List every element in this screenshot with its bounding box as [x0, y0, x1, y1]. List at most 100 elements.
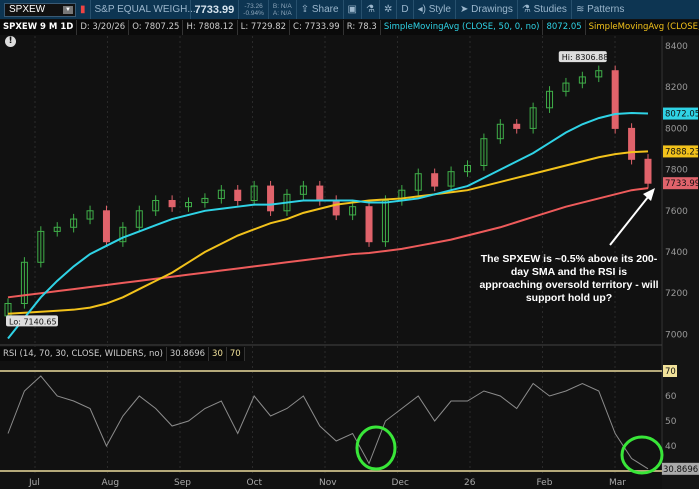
share-button[interactable]: ⇪ Share	[295, 0, 343, 19]
lo-label-bg	[6, 315, 58, 327]
candle-body	[447, 171, 455, 187]
candle-body	[578, 76, 586, 84]
x-tick-label: Dec	[392, 478, 409, 488]
candle-body	[135, 210, 143, 228]
flask-icon: ⚗	[521, 4, 534, 15]
y-tick-label: 7200	[665, 289, 688, 299]
rsi-value: 30.8696	[167, 347, 210, 361]
annotation-text: The SPXEW is ~0.5% above its 200-day SMA…	[479, 253, 659, 304]
rsi-value-tag: 30.8696	[663, 465, 698, 475]
sma100-tag-bg	[663, 145, 698, 158]
rsi-line	[7, 375, 649, 470]
style-button[interactable]: ◂) Style	[412, 0, 455, 19]
ask: A: N/A	[272, 9, 292, 17]
x-tick-label: Aug	[102, 478, 120, 488]
rsi-upper: 70	[227, 347, 245, 361]
x-tick-label: Jul	[28, 478, 40, 488]
candle-body	[217, 189, 225, 199]
rsi-header: RSI (14, 70, 30, CLOSE, WILDERS, no) 30.…	[0, 347, 245, 361]
x-tick-label: Mar	[609, 478, 626, 488]
dropdown-icon[interactable]: ▼	[63, 5, 73, 14]
x-tick-label: Oct	[247, 478, 263, 488]
gear-icon-button[interactable]: ✲	[378, 0, 396, 19]
chart-title: SPXEW 9 M 1D	[0, 20, 78, 35]
candle-body	[628, 127, 636, 160]
rsi-label: RSI (14, 70, 30, CLOSE, WILDERS, no)	[0, 347, 167, 361]
highlight-circle	[355, 425, 397, 471]
y-tick-label: 7600	[665, 207, 688, 217]
lo-label: Lo: 7140.65	[9, 317, 57, 326]
annotation-arrow	[609, 191, 653, 246]
candle-body	[86, 210, 94, 220]
bar-date: D: 3/20/26	[77, 20, 130, 35]
bar-range: R: 78.3	[344, 20, 381, 35]
chart-icon-button[interactable]: ▣	[342, 0, 361, 19]
y-tick-label: 8000	[665, 124, 688, 134]
sma200-line	[7, 187, 649, 299]
candle-body	[496, 123, 504, 140]
candle-body	[562, 82, 570, 92]
candle-body	[365, 206, 373, 243]
aggregation-label: D	[401, 4, 409, 15]
sma50-value: 8072.05	[543, 20, 586, 35]
candle-body	[102, 210, 110, 243]
symbol-input[interactable]: SPXEW ▼	[4, 2, 76, 17]
style-label: Style	[428, 4, 451, 15]
x-tick-label: Sep	[174, 478, 191, 488]
hi-label-bg	[558, 51, 607, 63]
bid: B: N/A	[272, 2, 292, 10]
studies-button[interactable]: ⚗ Studies	[516, 0, 571, 19]
candle-body	[414, 173, 422, 191]
candle-body	[152, 200, 160, 212]
candle-body	[168, 200, 176, 208]
sma50-tag: 8072.05	[665, 110, 699, 120]
rsi-70-tag-bg	[663, 365, 677, 377]
sma100-label: SimpleMovingAvg (CLOSE, 100, 0, no)	[586, 20, 699, 35]
candle-body	[513, 123, 521, 129]
y-tick-label: 7000	[665, 330, 688, 340]
candle-body	[316, 185, 324, 202]
aggregation-button[interactable]: D	[396, 0, 412, 19]
y-tick-label: 8200	[665, 83, 688, 93]
rsi-tick-label: 50	[665, 417, 677, 427]
share-label: Share	[311, 4, 339, 15]
candle-body	[644, 158, 652, 184]
link-icon[interactable]: ▮	[80, 4, 86, 15]
highlight-circle	[620, 435, 664, 475]
candle-body	[463, 164, 471, 173]
candle-body	[250, 185, 258, 202]
flask-icon-button[interactable]: ⚗	[361, 0, 379, 19]
last-price: 7733.99	[189, 0, 239, 19]
candle-body	[480, 138, 488, 166]
patterns-button[interactable]: ≋ Patterns	[570, 0, 628, 19]
patterns-icon: ≋	[575, 4, 588, 15]
candle-body	[70, 218, 78, 228]
candle-body	[431, 173, 439, 187]
candle-body	[37, 230, 45, 263]
hi-label: Hi: 8306.88	[562, 53, 609, 62]
patterns-label: Patterns	[587, 4, 625, 15]
cursor-icon: ➤	[459, 4, 472, 15]
info-bar: SPXEW 9 M 1D D: 3/20/26 O: 7807.25 H: 78…	[0, 20, 699, 35]
sma50-tag-bg	[663, 107, 698, 120]
sma100-line	[7, 150, 649, 315]
rsi-70-tag: 70	[665, 367, 676, 377]
description: S&P EQUAL WEIGH...	[89, 0, 196, 19]
style-icon: ◂)	[417, 4, 429, 15]
candle-body	[53, 226, 61, 232]
studies-label: Studies	[533, 4, 567, 15]
bar-high: H: 7808.12	[183, 20, 238, 35]
sma50-label: SimpleMovingAvg (CLOSE, 50, 0, no)	[381, 20, 544, 35]
bid-ask: B: N/A A: N/A	[267, 0, 296, 19]
drawings-button[interactable]: ➤ Drawings	[454, 0, 517, 19]
bar-close: C: 7733.99	[290, 20, 344, 35]
candle-body	[185, 202, 193, 208]
candle-body	[20, 261, 28, 304]
candle-body	[299, 185, 307, 195]
y-tick-label: 7400	[665, 248, 688, 258]
alert-icon[interactable]: !	[5, 36, 16, 47]
x-tick-label: Nov	[319, 478, 337, 488]
sma50-line	[7, 111, 649, 340]
candle-body	[381, 200, 389, 243]
